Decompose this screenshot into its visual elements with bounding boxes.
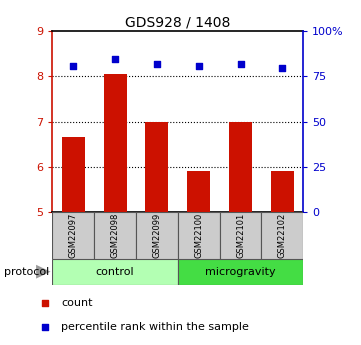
Bar (145, 122, 168, 212)
Bar (261, 212, 303, 259)
Bar (52, 259, 178, 285)
Bar (136, 212, 178, 259)
Point (279, 66, 285, 71)
Bar (104, 74, 127, 212)
Bar (178, 212, 219, 259)
Point (42, 300, 48, 306)
Point (70, 63, 76, 69)
Bar (229, 122, 252, 212)
Text: GSM22100: GSM22100 (194, 213, 203, 258)
Polygon shape (36, 265, 51, 279)
Text: GSM22098: GSM22098 (110, 213, 119, 258)
Point (196, 63, 201, 69)
Text: GSM22097: GSM22097 (69, 213, 78, 258)
Title: GDS928 / 1408: GDS928 / 1408 (125, 16, 230, 30)
Text: percentile rank within the sample: percentile rank within the sample (61, 323, 249, 333)
Point (112, 56, 118, 62)
Text: control: control (96, 267, 134, 277)
Bar (178, 259, 303, 285)
Bar (52, 212, 94, 259)
Bar (187, 171, 210, 212)
Text: count: count (61, 298, 93, 308)
Text: microgravity: microgravity (205, 267, 276, 277)
Text: protocol: protocol (4, 267, 49, 277)
Point (154, 61, 160, 67)
Point (238, 61, 243, 67)
Bar (219, 212, 261, 259)
Text: GSM22101: GSM22101 (236, 213, 245, 258)
Text: GSM22099: GSM22099 (152, 213, 161, 258)
Bar (271, 171, 294, 212)
Bar (62, 137, 85, 212)
Point (42, 325, 48, 330)
Text: GSM22102: GSM22102 (278, 213, 287, 258)
Bar (94, 212, 136, 259)
